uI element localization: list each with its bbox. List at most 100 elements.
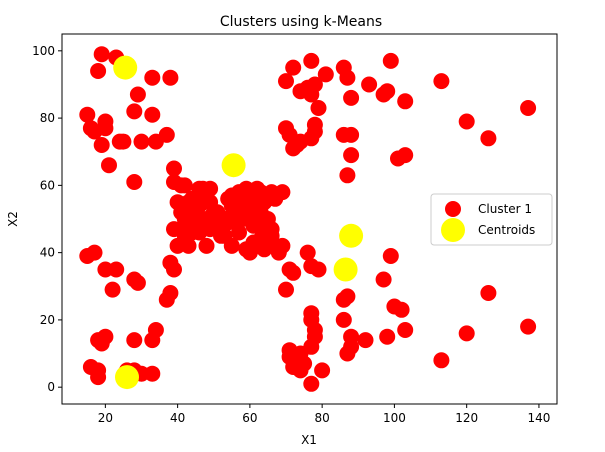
data-point-cluster-1-24 — [303, 52, 320, 69]
data-point-cluster-1-116 — [180, 237, 197, 254]
data-point-cluster-1-139 — [104, 281, 121, 298]
x-ticks: 20 40 60 80 100 120 140 — [98, 404, 550, 425]
data-point-cluster-1-145 — [144, 332, 161, 349]
data-point-cluster-1-12 — [115, 133, 132, 150]
x-tick-label-40: 40 — [170, 411, 185, 425]
data-point-cluster-1-52 — [433, 73, 450, 90]
data-point-cluster-1-132 — [274, 237, 291, 254]
x-tick-label-20: 20 — [98, 411, 113, 425]
data-point-cluster-1-22 — [285, 59, 302, 76]
data-point-cluster-1-130 — [263, 227, 280, 244]
x-tick-label-100: 100 — [383, 411, 406, 425]
legend: Cluster 1 Centroids — [430, 193, 553, 246]
data-point-cluster-1-45 — [310, 100, 327, 116]
plot-frame — [61, 33, 558, 405]
data-point-cluster-1-10 — [97, 120, 114, 137]
data-point-cluster-1-35 — [382, 52, 399, 69]
data-point-cluster-1-0 — [93, 46, 110, 63]
legend-marker-cluster-1 — [445, 201, 461, 217]
chart-title: Clusters using k-Means — [220, 14, 382, 30]
data-point-cluster-1-174 — [303, 375, 320, 392]
data-point-cluster-1-118 — [191, 221, 208, 238]
data-point-cluster-1-136 — [108, 261, 125, 278]
data-point-cluster-1-192 — [520, 318, 537, 335]
data-point-cluster-1-30 — [339, 69, 356, 86]
data-point-cluster-1-4 — [162, 69, 179, 86]
centroid-point-centroids-2 — [339, 223, 364, 248]
data-point-cluster-1-14 — [126, 103, 143, 120]
data-point-cluster-1-143 — [158, 291, 175, 308]
data-point-cluster-1-5 — [79, 106, 96, 123]
centroid-point-centroids-1 — [221, 153, 246, 178]
data-point-cluster-1-28 — [317, 66, 334, 83]
data-point-cluster-1-87 — [274, 184, 291, 201]
data-point-cluster-1-55 — [520, 100, 537, 116]
x-tick-label-120: 120 — [455, 411, 478, 425]
data-point-cluster-1-44 — [306, 116, 323, 133]
x-tick-label-80: 80 — [315, 411, 330, 425]
data-point-cluster-1-67 — [202, 180, 219, 197]
data-point-cluster-1-19 — [101, 157, 117, 174]
data-point-cluster-1-177 — [339, 288, 356, 305]
data-point-cluster-1-48 — [343, 147, 360, 164]
data-point-cluster-1-21 — [278, 73, 294, 90]
y-tick-label-20: 20 — [40, 313, 55, 327]
data-point-cluster-1-148 — [93, 335, 110, 352]
data-point-cluster-1-20 — [126, 174, 143, 190]
data-point-cluster-1-119 — [198, 237, 215, 254]
data-point-cluster-1-27 — [299, 79, 316, 96]
data-point-cluster-1-34 — [379, 83, 396, 100]
legend-label-centroids: Centroids — [478, 223, 535, 237]
data-point-cluster-1-159 — [285, 264, 302, 281]
data-point-cluster-1-56 — [166, 160, 182, 177]
data-point-cluster-1-181 — [343, 328, 360, 345]
data-point-cluster-1-188 — [397, 322, 414, 338]
data-point-cluster-1-8 — [93, 137, 110, 153]
centroid-point-centroids-0 — [113, 55, 138, 80]
data-point-cluster-1-183 — [379, 328, 396, 345]
centroid-point-centroids-3 — [333, 257, 358, 282]
data-point-cluster-1-187 — [393, 301, 410, 318]
centroid-point-centroids-4 — [115, 365, 139, 390]
data-point-cluster-1-32 — [361, 76, 378, 93]
data-point-cluster-1-160 — [299, 244, 316, 261]
data-point-cluster-1-152 — [90, 369, 107, 386]
data-point-cluster-1-182 — [357, 332, 374, 349]
x-tick-label-60: 60 — [242, 411, 257, 425]
legend-label-cluster-1: Cluster 1 — [478, 202, 532, 216]
x-tick-label-140: 140 — [527, 411, 550, 425]
data-point-cluster-1-178 — [335, 311, 352, 328]
data-point-cluster-1-47 — [343, 126, 360, 143]
data-point-cluster-1-1 — [90, 63, 107, 79]
data-point-cluster-1-3 — [144, 69, 161, 86]
data-point-cluster-1-15 — [133, 133, 150, 150]
data-point-cluster-1-184 — [375, 271, 392, 288]
data-point-cluster-1-51 — [397, 147, 414, 164]
y-tick-label-40: 40 — [40, 246, 55, 260]
data-point-cluster-1-16 — [144, 106, 161, 123]
data-point-cluster-1-121 — [223, 237, 240, 254]
data-point-cluster-1-191 — [480, 285, 497, 301]
data-point-cluster-1-175 — [314, 362, 331, 379]
data-point-cluster-1-149 — [126, 332, 143, 349]
y-ticks: 0 20 40 60 80 100 — [32, 44, 62, 394]
data-point-cluster-1-157 — [278, 281, 294, 298]
data-point-cluster-1-134 — [86, 244, 103, 261]
data-point-cluster-1-141 — [162, 254, 179, 271]
data-point-cluster-1-54 — [480, 130, 497, 147]
y-axis-label: X2 — [6, 211, 20, 227]
legend-marker-centroids — [441, 218, 465, 242]
data-point-cluster-1-120 — [213, 227, 229, 244]
data-point-cluster-1-49 — [339, 167, 356, 184]
data-point-cluster-1-185 — [382, 248, 399, 264]
data-point-cluster-1-122 — [231, 224, 247, 241]
y-tick-label-0: 0 — [47, 380, 55, 394]
data-point-cluster-1-190 — [458, 325, 475, 342]
data-point-cluster-1-156 — [144, 365, 161, 382]
data-point-cluster-1-189 — [433, 352, 450, 369]
points-layer — [79, 46, 537, 392]
data-point-cluster-1-13 — [129, 86, 146, 103]
data-point-cluster-1-173 — [292, 362, 309, 379]
x-axis-label: X1 — [301, 433, 317, 447]
